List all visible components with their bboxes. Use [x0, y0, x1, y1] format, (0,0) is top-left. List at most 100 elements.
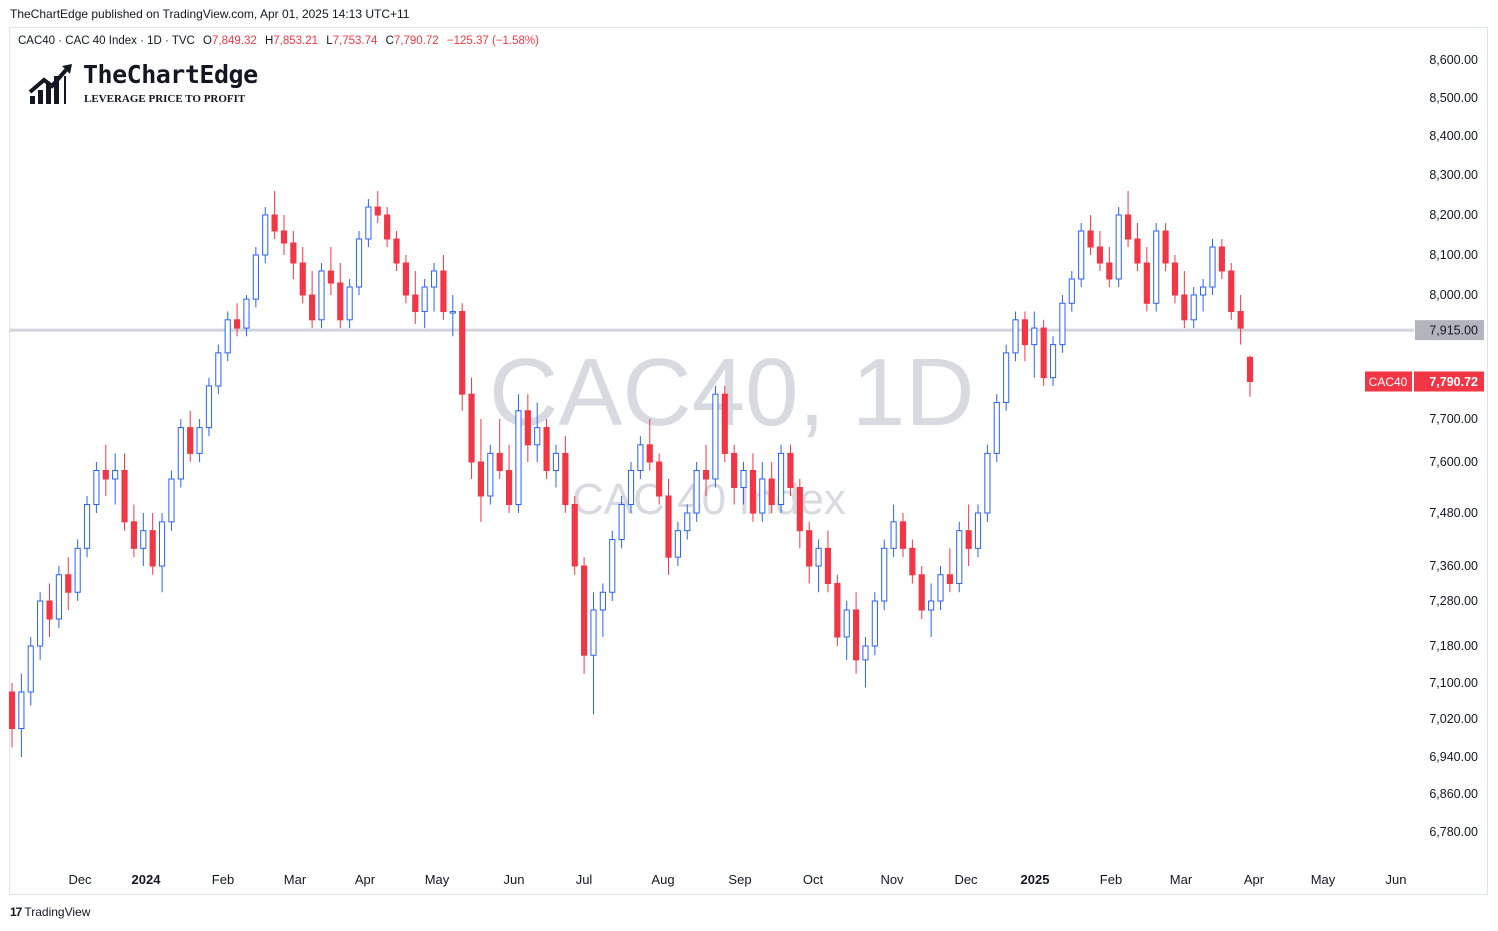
y-tick-label: 7,600.00	[1429, 455, 1478, 469]
legend-close-label: C	[385, 35, 394, 47]
candle-body	[721, 393, 728, 454]
candle-body	[702, 470, 710, 480]
candle-body	[243, 298, 250, 329]
candle-body	[83, 504, 91, 549]
y-tick-label: 8,100.00	[1429, 248, 1478, 262]
y-tick-label: 7,020.00	[1429, 712, 1478, 726]
candle-body	[18, 691, 25, 729]
candle-body	[693, 470, 700, 514]
candle-body	[928, 600, 935, 611]
candle-body	[665, 495, 672, 558]
candle-body	[740, 470, 747, 488]
x-tick-label: Feb	[212, 872, 234, 887]
chart-growth-icon	[28, 64, 72, 104]
candle-body	[1078, 230, 1085, 280]
candle-body	[393, 238, 400, 264]
candle-body	[881, 547, 888, 602]
x-tick-label: Mar	[284, 872, 307, 887]
candle-body	[571, 504, 578, 567]
logo-name: TheChartEdge	[83, 60, 258, 89]
last-price-label: 7,790.72	[1429, 375, 1478, 389]
candle-body	[712, 393, 719, 480]
candle-body	[271, 214, 278, 232]
candle-body	[65, 574, 72, 593]
candle-body	[1124, 214, 1132, 240]
x-tick-label: Mar	[1170, 872, 1193, 887]
y-tick-label: 7,700.00	[1429, 412, 1478, 426]
candle-body	[1162, 230, 1169, 264]
last-price-symbol: CAC40	[1369, 375, 1408, 389]
candle-body	[552, 452, 560, 471]
candle-body	[543, 427, 550, 472]
y-tick-label: 6,940.00	[1429, 750, 1478, 764]
candle-body	[355, 238, 363, 288]
candle-body	[1059, 302, 1066, 346]
brand-logo: TheChartEdge LEVERAGE PRICE TO PROFIT	[28, 60, 258, 111]
candle-body	[262, 214, 269, 256]
footer-brand: TradingView	[24, 905, 91, 919]
logo-tagline: LEVERAGE PRICE TO PROFIT	[84, 93, 246, 105]
legend-close: 7,790.72	[393, 35, 439, 47]
x-tick-label: 2025	[1021, 872, 1050, 887]
x-tick-label: Oct	[803, 872, 824, 887]
y-tick-label: 7,280.00	[1429, 594, 1478, 608]
candle-body	[993, 401, 1000, 454]
candle-body	[327, 270, 334, 284]
candle-body	[299, 262, 306, 296]
candle-body	[196, 427, 203, 454]
legend-high: 7,853.21	[273, 35, 319, 47]
candle-body	[656, 461, 663, 497]
candle-body	[731, 452, 738, 488]
y-tick-label: 6,860.00	[1429, 787, 1478, 801]
tradingview-logo-icon: 17	[10, 905, 22, 919]
candle-body	[627, 470, 635, 505]
candle-body	[1031, 327, 1038, 346]
candle-body	[177, 427, 184, 480]
candle-body	[637, 444, 644, 471]
symbol-legend: CAC40 · CAC 40 Index · 1D · TVC O7,849.3…	[18, 35, 539, 47]
candle-body	[8, 691, 16, 729]
candle-body	[524, 410, 531, 446]
candle-body	[102, 470, 109, 480]
candle-body	[946, 574, 953, 584]
y-tick-label: 8,600.00	[1429, 53, 1478, 67]
candle-body	[918, 574, 925, 611]
candle-body	[1040, 327, 1047, 379]
x-tick-label: Dec	[68, 872, 92, 887]
candle-body	[1143, 262, 1150, 304]
y-tick-label: 8,400.00	[1429, 129, 1478, 143]
candle-body	[1171, 262, 1179, 296]
legend-symbol[interactable]: CAC40 · CAC 40 Index · 1D · TVC	[18, 35, 195, 47]
candle-body	[505, 470, 513, 505]
chart-frame[interactable]	[9, 27, 1488, 895]
legend-open: 7,849.32	[211, 35, 257, 47]
y-tick-label: 7,480.00	[1429, 506, 1478, 520]
candle-body	[318, 270, 325, 321]
candle-body	[768, 478, 775, 505]
x-tick-label: Apr	[355, 872, 376, 887]
candle-body	[1021, 319, 1028, 346]
y-tick-label: 8,300.00	[1429, 168, 1478, 182]
candle-body	[421, 286, 428, 313]
candle-body	[618, 504, 625, 540]
candle-body	[74, 547, 81, 593]
candle-body	[937, 574, 944, 602]
candle-body	[402, 262, 409, 296]
candle-body	[27, 645, 34, 693]
x-tick-label: Feb	[1100, 872, 1122, 887]
legend-low-label: L	[326, 35, 333, 47]
candle-body	[871, 600, 878, 647]
candle-body	[862, 645, 869, 661]
candle-body	[965, 530, 972, 549]
y-tick-label: 7,360.00	[1429, 559, 1478, 573]
candle-body	[777, 452, 785, 505]
candle-body	[1181, 294, 1188, 321]
publish-info: TheChartEdge published on TradingView.co…	[10, 7, 410, 21]
candle-body	[609, 539, 616, 593]
candle-body	[1153, 230, 1160, 304]
candle-body	[215, 352, 222, 387]
candle-body	[599, 591, 606, 611]
candle-body	[815, 547, 822, 567]
x-tick-label: Apr	[1244, 872, 1265, 887]
